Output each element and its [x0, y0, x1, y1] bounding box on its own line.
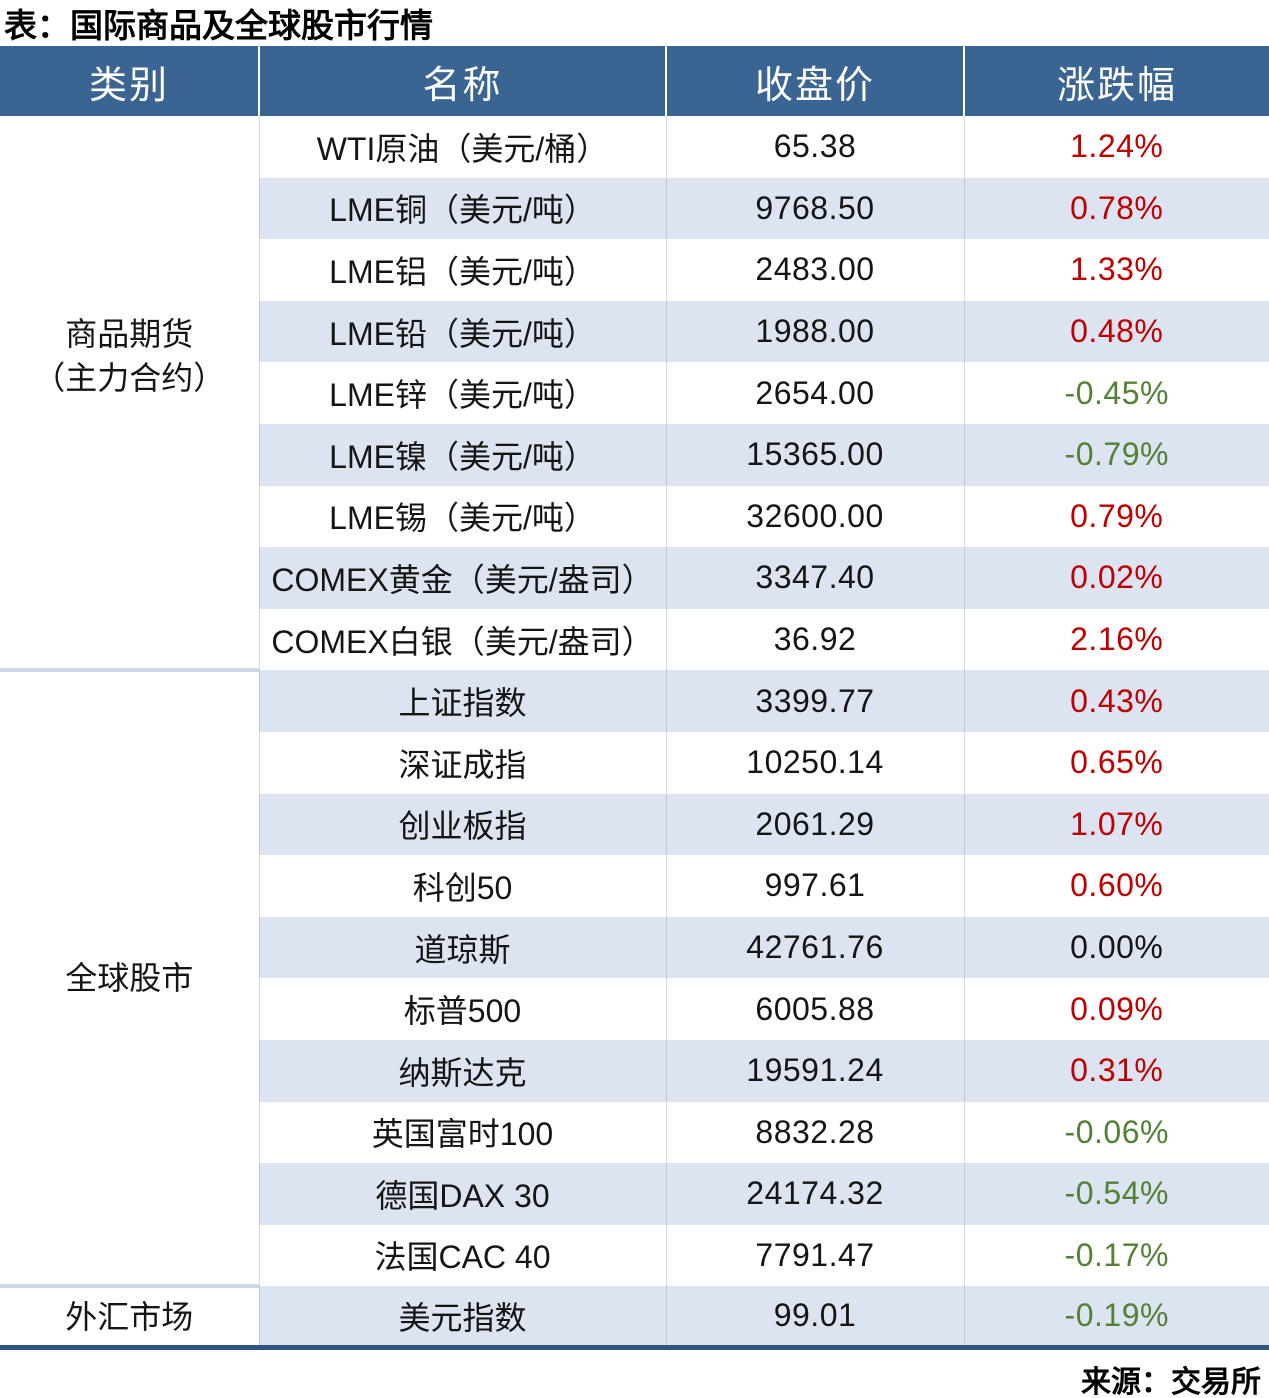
close-cell: 10250.14: [665, 731, 964, 794]
table-row: LME铝（美元/吨） 2483.00 1.33%: [0, 239, 1269, 301]
name-cell: 上证指数: [258, 670, 666, 732]
change-cell: -0.79%: [963, 423, 1269, 486]
category-cell: 外汇市场: [0, 1284, 259, 1348]
close-cell: 42761.76: [665, 916, 964, 979]
table-row: 全球股市 上证指数 3399.77 0.43%: [0, 668, 1269, 1287]
table-row: LME锌（美元/吨） 2654.00 -0.45%: [0, 362, 1269, 424]
change-cell: 0.79%: [963, 485, 1269, 548]
close-cell: 8832.28: [665, 1101, 964, 1164]
change-cell: 0.60%: [963, 855, 1269, 917]
table-body: 商品期货 （主力合约） WTI原油（美元/桶） 65.38 1.24% LME铜（美元/吨…: [0, 116, 1269, 1348]
name-cell: LME锡（美元/吨）: [258, 485, 666, 548]
close-cell: 24174.32: [665, 1163, 964, 1225]
close-cell: 6005.88: [665, 978, 964, 1040]
close-cell: 99.01: [665, 1286, 964, 1348]
change-cell: 0.48%: [963, 300, 1269, 363]
table-row: 德国DAX 30 24174.32 -0.54%: [0, 1163, 1269, 1225]
close-cell: 2654.00: [665, 362, 964, 424]
col-header-close: 收盘价: [665, 46, 964, 116]
table-row: 科创50 997.61 0.60%: [0, 855, 1269, 917]
name-cell: 道琼斯: [258, 916, 666, 979]
change-cell: -0.06%: [963, 1101, 1269, 1164]
change-cell: -0.17%: [963, 1224, 1269, 1287]
name-cell: 德国DAX 30: [258, 1163, 666, 1225]
name-cell: 英国富时100: [258, 1101, 666, 1164]
close-cell: 2483.00: [665, 239, 964, 301]
change-cell: 2.16%: [963, 608, 1269, 671]
category-label: （主力合约）: [33, 360, 226, 397]
category-cell: 商品期货 （主力合约）: [0, 116, 259, 671]
change-cell: -0.45%: [963, 362, 1269, 424]
change-cell: 1.07%: [963, 793, 1269, 856]
table-row: COMEX黄金（美元/盎司） 3347.40 0.02%: [0, 547, 1269, 609]
close-cell: 15365.00: [665, 423, 964, 486]
close-cell: 1988.00: [665, 300, 964, 363]
close-cell: 3399.77: [665, 670, 964, 732]
table-row: 道琼斯 42761.76 0.00%: [0, 916, 1269, 979]
category-label: 外汇市场: [65, 1298, 194, 1335]
change-cell: 0.43%: [963, 670, 1269, 732]
table-row: 外汇市场 美元指数 99.01 -0.19%: [0, 1284, 1269, 1348]
table-row: 商品期货 （主力合约） WTI原油（美元/桶） 65.38 1.24%: [0, 116, 1269, 671]
close-cell: 36.92: [665, 608, 964, 671]
table-row: 深证成指 10250.14 0.65%: [0, 731, 1269, 794]
category-cell: 全球股市: [0, 668, 259, 1287]
change-cell: 1.33%: [963, 239, 1269, 301]
name-cell: 深证成指: [258, 731, 666, 794]
name-cell: WTI原油（美元/桶）: [258, 116, 666, 178]
table-row: 标普500 6005.88 0.09%: [0, 978, 1269, 1040]
close-cell: 65.38: [665, 116, 964, 178]
col-header-change: 涨跌幅: [963, 46, 1269, 116]
name-cell: 纳斯达克: [258, 1039, 666, 1102]
name-cell: LME镍（美元/吨）: [258, 423, 666, 486]
page-title: 表：国际商品及全球股市行情: [4, 7, 433, 44]
name-cell: LME锌（美元/吨）: [258, 362, 666, 424]
change-cell: 0.02%: [963, 547, 1269, 609]
name-cell: LME铝（美元/吨）: [258, 239, 666, 301]
change-cell: 0.31%: [963, 1039, 1269, 1102]
change-cell: 1.24%: [963, 116, 1269, 178]
category-label: 商品期货: [65, 316, 194, 353]
category-label: 全球股市: [65, 960, 194, 997]
name-cell: 创业板指: [258, 793, 666, 856]
table-row: 法国CAC 40 7791.47 -0.17%: [0, 1224, 1269, 1287]
close-cell: 3347.40: [665, 547, 964, 609]
source-label: 来源：交易所: [1081, 1366, 1261, 1398]
change-cell: -0.54%: [963, 1163, 1269, 1225]
close-cell: 19591.24: [665, 1039, 964, 1102]
close-cell: 997.61: [665, 855, 964, 917]
table-row: 纳斯达克 19591.24 0.31%: [0, 1039, 1269, 1102]
name-cell: 标普500: [258, 978, 666, 1040]
name-cell: 科创50: [258, 855, 666, 917]
name-cell: LME铜（美元/吨）: [258, 177, 666, 240]
close-cell: 7791.47: [665, 1224, 964, 1287]
change-cell: 0.65%: [963, 731, 1269, 794]
table-row: LME铜（美元/吨） 9768.50 0.78%: [0, 177, 1269, 240]
change-cell: -0.19%: [963, 1286, 1269, 1348]
close-cell: 2061.29: [665, 793, 964, 856]
close-cell: 9768.50: [665, 177, 964, 240]
quotes-table: 类别 名称 收盘价 涨跌幅 商品期货 （主力合约） WTI原油（美元/桶） 65.38…: [0, 46, 1269, 1351]
table-row: 创业板指 2061.29 1.07%: [0, 793, 1269, 856]
change-cell: 0.09%: [963, 978, 1269, 1040]
change-cell: 0.00%: [963, 916, 1269, 979]
close-cell: 32600.00: [665, 485, 964, 548]
name-cell: LME铅（美元/吨）: [258, 300, 666, 363]
header-row: 类别 名称 收盘价 涨跌幅: [0, 46, 1269, 116]
col-header-name: 名称: [258, 46, 666, 116]
change-cell: 0.78%: [963, 177, 1269, 240]
table-row: LME锡（美元/吨） 32600.00 0.79%: [0, 485, 1269, 548]
table-row: COMEX白银（美元/盎司） 36.92 2.16%: [0, 608, 1269, 671]
table-row: LME铅（美元/吨） 1988.00 0.48%: [0, 300, 1269, 363]
name-cell: COMEX白银（美元/盎司）: [258, 608, 666, 671]
name-cell: 法国CAC 40: [258, 1224, 666, 1287]
name-cell: COMEX黄金（美元/盎司）: [258, 547, 666, 609]
table-row: LME镍（美元/吨） 15365.00 -0.79%: [0, 423, 1269, 486]
table-row: 英国富时100 8832.28 -0.06%: [0, 1101, 1269, 1164]
col-header-category: 类别: [0, 46, 259, 116]
name-cell: 美元指数: [258, 1286, 666, 1348]
